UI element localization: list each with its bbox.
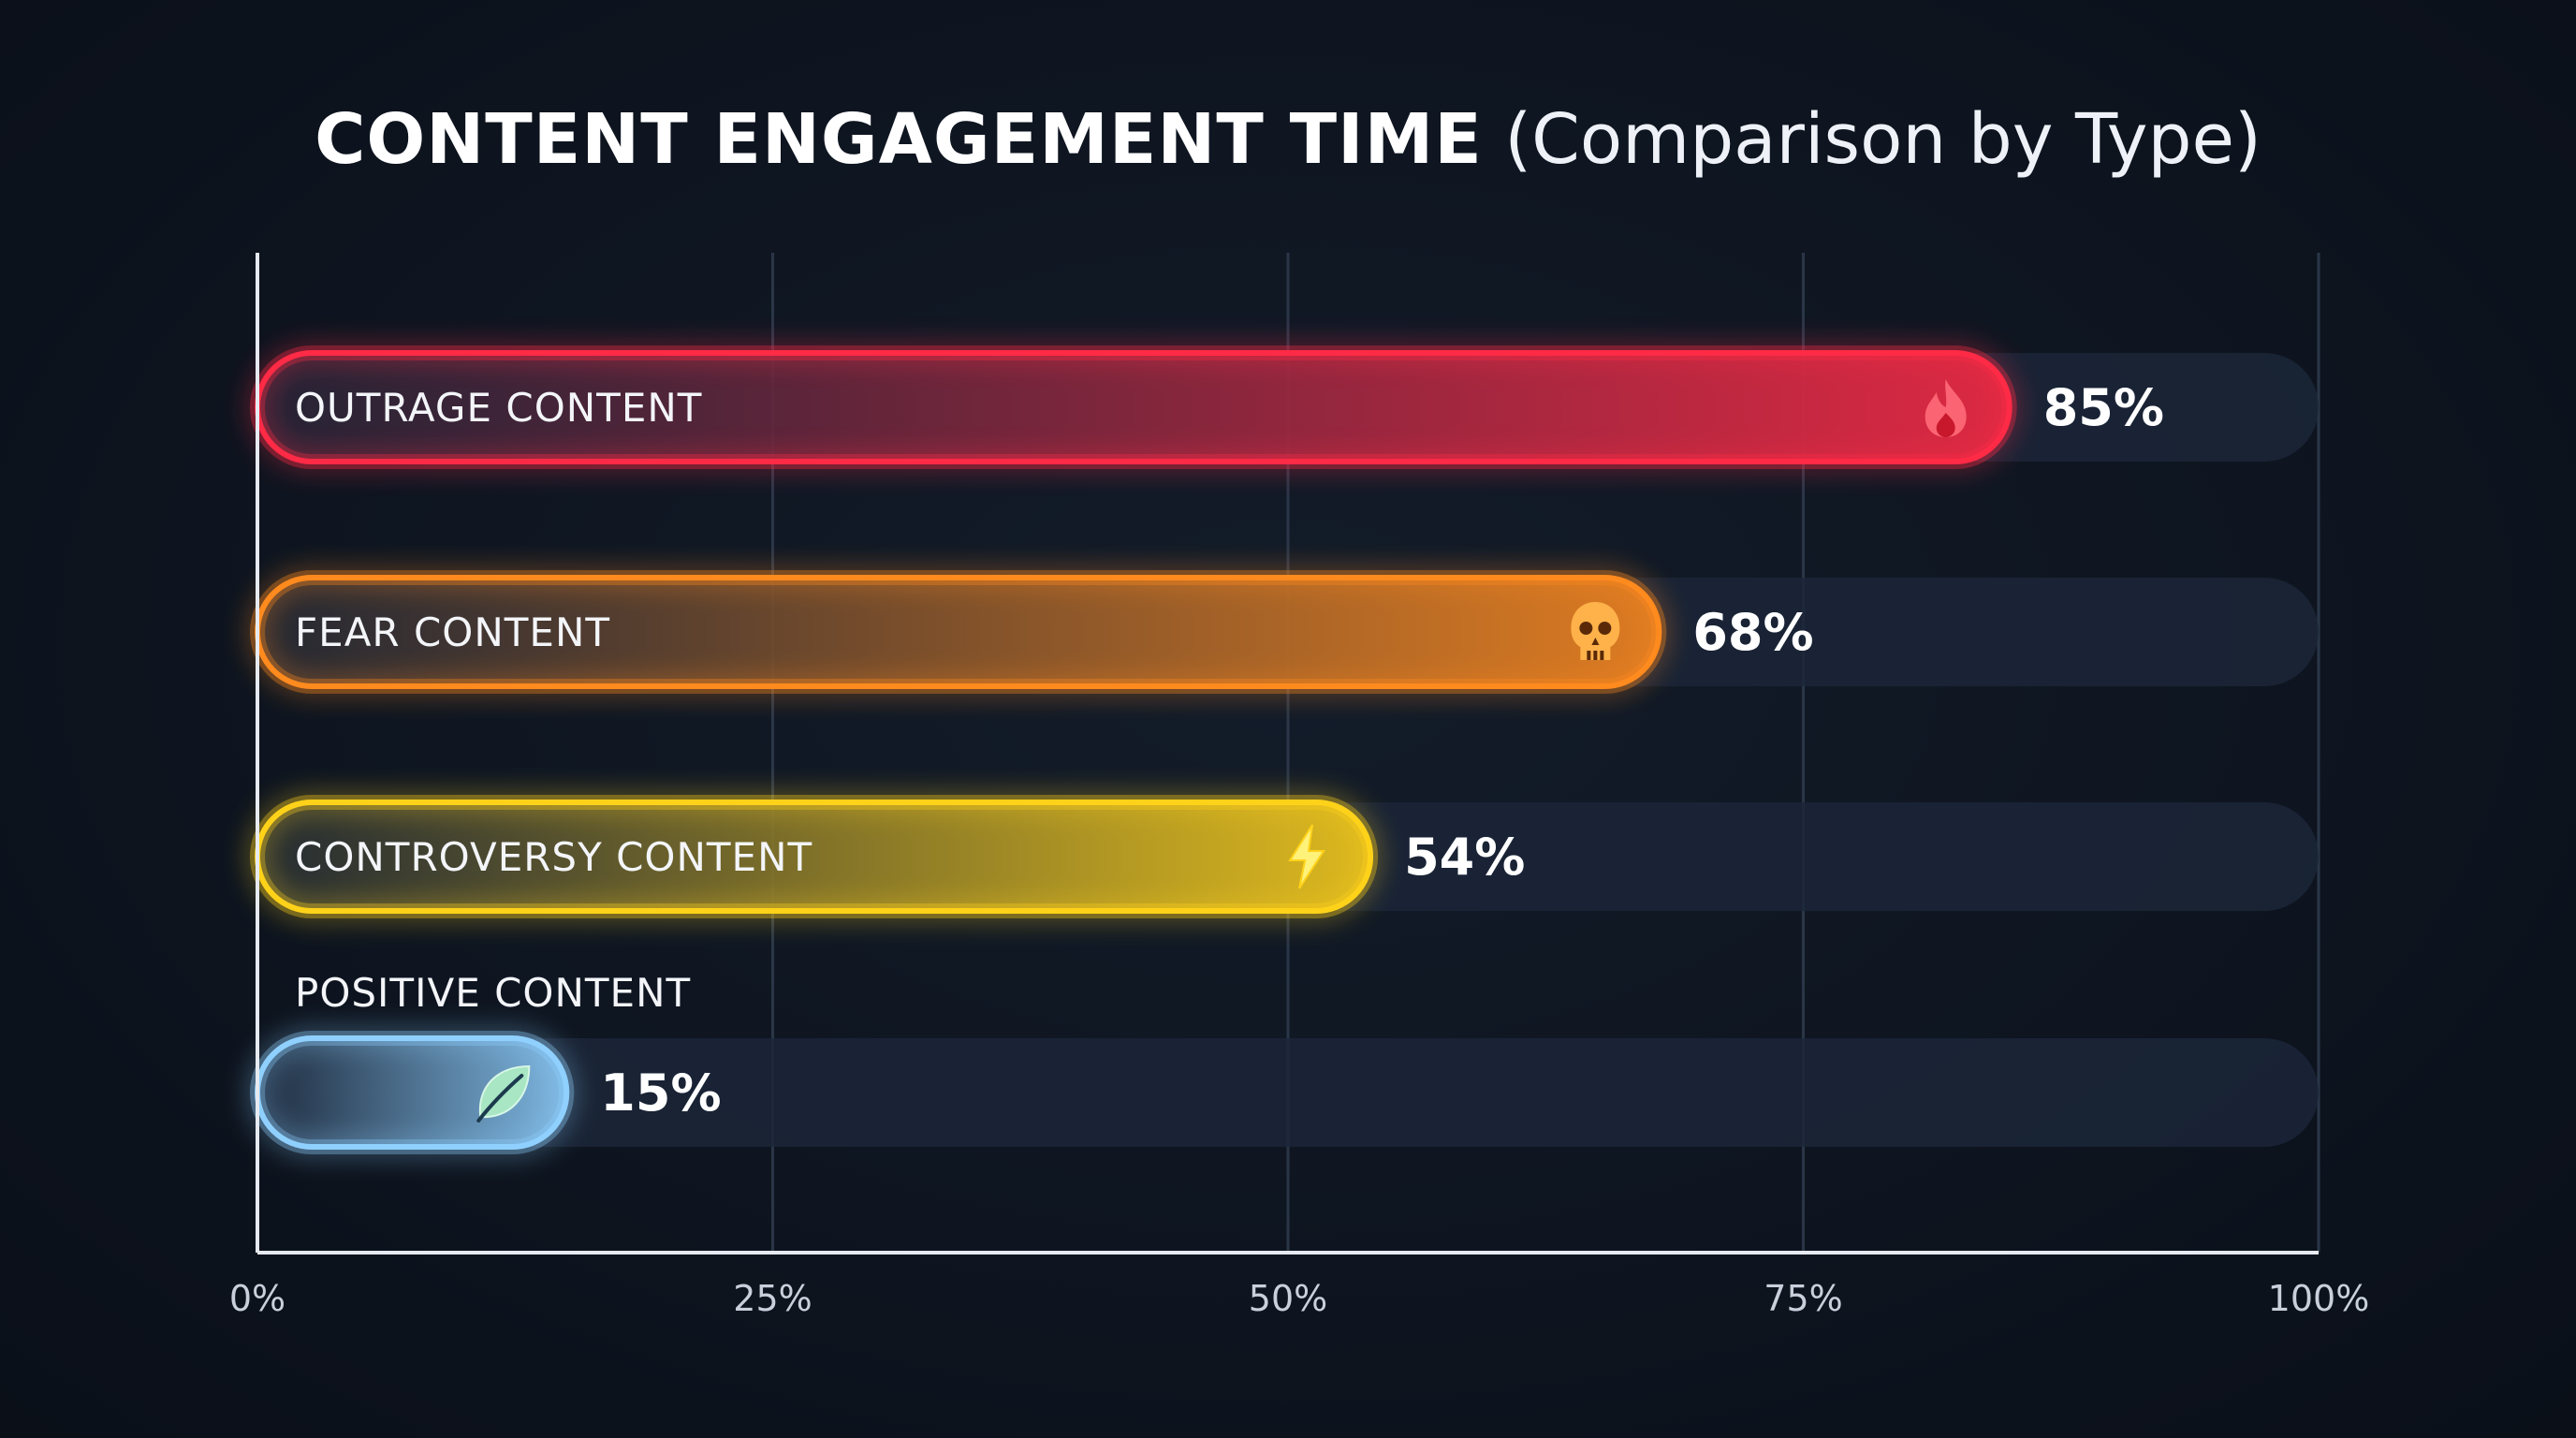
flame-icon	[1925, 379, 1967, 437]
category-label: CONTROVERSY CONTENT	[295, 834, 812, 880]
lightning-icon	[1288, 824, 1325, 889]
chart-title-main: CONTENT ENGAGEMENT TIME	[315, 99, 1483, 180]
x-tick-label: 25%	[733, 1278, 812, 1319]
category-label: POSITIVE CONTENT	[295, 970, 691, 1016]
value-label: 54%	[1404, 828, 1525, 887]
x-tick-label: 0%	[229, 1278, 285, 1319]
bar-track-3	[257, 1038, 2319, 1147]
chart-title: CONTENT ENGAGEMENT TIME (Comparison by T…	[0, 97, 2576, 182]
value-label: 85%	[2043, 378, 2164, 437]
value-label: 68%	[1692, 603, 1813, 662]
category-label: OUTRAGE CONTENT	[295, 385, 702, 431]
value-label: 15%	[600, 1064, 721, 1123]
skull-icon	[1571, 602, 1620, 660]
x-tick-label: 75%	[1764, 1278, 1842, 1319]
axis-layer: 0% 25% 50% 75% 100%	[229, 253, 2369, 1319]
category-label: FEAR CONTENT	[295, 609, 610, 655]
chart-subtitle: (Comparison by Type)	[1504, 99, 2261, 180]
x-tick-label: 100%	[2268, 1278, 2370, 1319]
x-tick-label: 50%	[1249, 1278, 1327, 1319]
bar-layer: OUTRAGE CONTENT 85% FEAR CONTENT 68% CONTROV…	[250, 345, 2319, 1154]
leaf-icon	[476, 1064, 531, 1123]
